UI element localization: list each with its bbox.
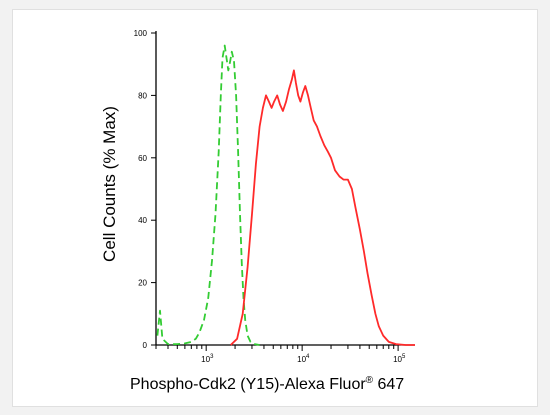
registered-mark: ® xyxy=(365,375,374,386)
y-axis-label: Cell Counts (% Max) xyxy=(100,106,119,262)
histogram-chart: Cell Counts (% Max) 0 20 40 60 80 100 103 104 10… xyxy=(100,29,415,364)
x-tick-label-5: 105 xyxy=(393,354,406,364)
plot-area: 0 20 40 60 80 100 103 104 105 xyxy=(134,29,415,364)
x-axis-label-main: Phospho-Cdk2 (Y15)-Alexa Fluor xyxy=(130,376,366,393)
red-solid-histogram xyxy=(230,69,415,346)
y-tick-label-80: 80 xyxy=(138,91,147,100)
x-axis-label-suffix: 647 xyxy=(373,376,405,393)
y-tick-label-0: 0 xyxy=(143,341,148,350)
x-tick-label-4: 104 xyxy=(297,354,310,364)
y-tick-label-40: 40 xyxy=(138,216,147,225)
x-axis-label: Phospho-Cdk2 (Y15)-Alexa Fluor® 647 xyxy=(130,375,404,394)
chart-panel: Cell Counts (% Max) 0 20 40 60 80 100 103 104 10… xyxy=(56,14,510,390)
green-dashed-histogram xyxy=(156,44,260,346)
y-tick-label-100: 100 xyxy=(134,29,148,38)
y-tick-label-60: 60 xyxy=(138,154,147,163)
y-tick-label-20: 20 xyxy=(138,279,147,288)
x-tick-label-3: 103 xyxy=(201,354,214,364)
